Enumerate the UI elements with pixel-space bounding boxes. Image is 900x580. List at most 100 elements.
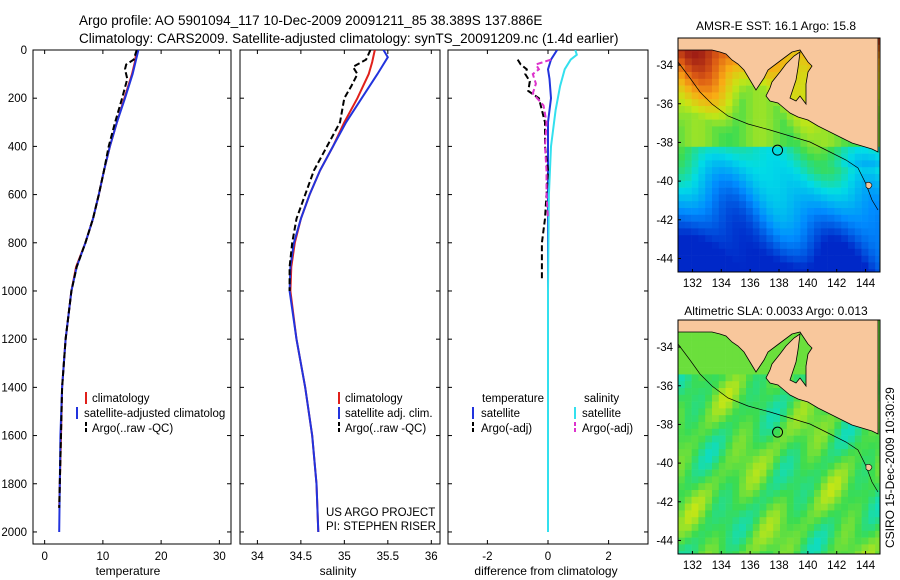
heatmap-cell: [691, 167, 699, 175]
heatmap-cell: [786, 469, 794, 477]
heatmap-cell: [841, 140, 849, 148]
heatmap-cell: [732, 422, 740, 430]
legend-argo-label: Argo(..raw -QC): [345, 423, 426, 435]
heatmap-cell: [759, 126, 767, 134]
heatmap-cell: [780, 187, 788, 195]
heatmap-cell: [800, 408, 808, 416]
heatmap-cell: [848, 201, 856, 209]
heatmap-cell: [848, 551, 856, 554]
heatmap-cell: [739, 517, 747, 525]
heatmap-cell: [739, 106, 747, 114]
series-climatology-line: [58, 50, 138, 508]
heatmap-cell: [875, 208, 880, 216]
heatmap-cell: [746, 517, 754, 525]
heatmap-cell: [854, 442, 862, 450]
heatmap-cell: [868, 208, 876, 216]
heatmap-cell: [691, 517, 699, 525]
heatmap-cell: [786, 476, 794, 484]
heatmap-cell: [718, 194, 726, 202]
lat-tick-label: -40: [656, 176, 673, 188]
heatmap-cell: [712, 428, 720, 436]
heatmap-cell: [780, 401, 788, 409]
heatmap-cell: [793, 228, 801, 236]
heatmap-cell: [759, 422, 767, 430]
heatmap-cell: [786, 537, 794, 545]
heatmap-cell: [814, 490, 822, 498]
heatmap-cell: [698, 228, 706, 236]
heatmap-cell: [691, 133, 699, 141]
heatmap-cell: [793, 133, 801, 141]
heatmap-cell: [820, 194, 828, 202]
heatmap-cell: [827, 146, 835, 154]
heatmap-cell: [814, 551, 822, 554]
heatmap-cell: [834, 517, 842, 525]
heatmap-cell: [718, 428, 726, 436]
heatmap-cell: [698, 133, 706, 141]
heatmap-cell: [718, 483, 726, 491]
heatmap-cell: [827, 517, 835, 525]
heatmap-cell: [834, 483, 842, 491]
difference-x-label: difference from climatology: [474, 564, 617, 578]
heatmap-cell: [718, 503, 726, 511]
heatmap-cell: [766, 248, 774, 256]
heatmap-cell: [786, 180, 794, 188]
series-satellite-line: [58, 50, 140, 533]
heatmap-cell: [698, 456, 706, 464]
heatmap-cell: [739, 394, 747, 402]
heatmap-cell: [752, 381, 760, 389]
heatmap-cell: [752, 456, 760, 464]
heatmap-cell: [759, 262, 767, 270]
heatmap-cell: [786, 510, 794, 518]
heatmap-cell: [800, 174, 808, 182]
heatmap-cell: [841, 255, 849, 263]
heatmap-cell: [712, 483, 720, 491]
heatmap-cell: [759, 456, 767, 464]
heatmap-cell: [793, 442, 801, 450]
heatmap-cell: [684, 180, 692, 188]
lon-tick-label: 134: [712, 278, 732, 290]
heatmap-cell: [725, 360, 733, 368]
heatmap-cell: [759, 99, 767, 107]
heatmap-cell: [786, 442, 794, 450]
heatmap-cell: [773, 401, 781, 409]
lat-tick-label: -44: [656, 535, 673, 547]
heatmap-cell: [780, 221, 788, 229]
heatmap-cell: [861, 255, 869, 263]
heatmap-cell: [820, 208, 828, 216]
heatmap-cell: [868, 483, 876, 491]
heatmap-cell: [752, 469, 760, 477]
heatmap-cell: [725, 544, 733, 552]
heatmap-cell: [678, 262, 686, 270]
heatmap-cell: [759, 381, 767, 389]
sla-island: [865, 464, 873, 471]
heatmap-cell: [834, 160, 842, 168]
heatmap-cell: [854, 476, 862, 484]
heatmap-cell: [732, 456, 740, 464]
heatmap-cell: [820, 221, 828, 229]
heatmap-cell: [827, 269, 835, 272]
heatmap-cell: [793, 367, 801, 375]
heatmap-cell: [800, 92, 808, 100]
heatmap-cell: [732, 72, 740, 80]
heatmap-cell: [739, 428, 747, 436]
heatmap-cell: [820, 167, 828, 175]
heatmap-cell: [752, 551, 760, 554]
heatmap-cell: [691, 408, 699, 416]
sst-contour-line: [678, 61, 879, 211]
heatmap-cell: [793, 146, 801, 154]
heatmap-cell: [698, 140, 706, 148]
heatmap-cell: [718, 92, 726, 100]
heatmap-cell: [766, 428, 774, 436]
heatmap-cell: [718, 442, 726, 450]
lon-tick-label: 138: [769, 278, 788, 290]
heatmap-cell: [786, 140, 794, 148]
heatmap-cell: [718, 112, 726, 120]
heatmap-cell: [786, 544, 794, 552]
heatmap-cell: [807, 214, 815, 222]
heatmap-cell: [875, 517, 880, 525]
heatmap-cell: [800, 72, 808, 80]
heatmap-cell: [732, 381, 740, 389]
heatmap-cell: [786, 146, 794, 154]
heatmap-cell: [861, 201, 869, 209]
heatmap-cell: [807, 248, 815, 256]
